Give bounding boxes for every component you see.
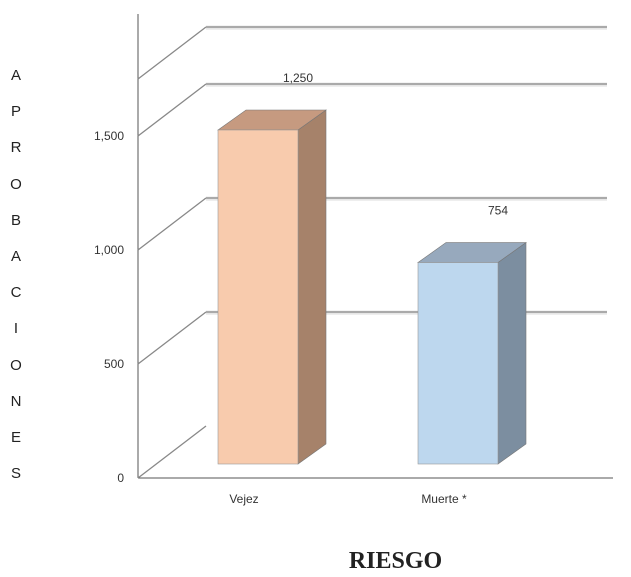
bar-front-face [417, 262, 499, 465]
y-axis-title-letter: A [10, 247, 21, 265]
bar-side-face [297, 109, 327, 465]
x-tick-labels: Vejez Muerte * [229, 492, 467, 506]
y-axis-title-letter: O [10, 175, 22, 193]
y-axis-title-letter: E [10, 428, 21, 446]
y-axis-title-letter: P [10, 103, 21, 121]
y-tick-label: 1,500 [94, 129, 124, 143]
gridline [137, 310, 607, 365]
y-axis-title-letter: A [10, 67, 21, 84]
bar [217, 109, 327, 465]
y-axis-title-letter: C [10, 284, 22, 302]
y-axis-title-letter: S [10, 465, 21, 483]
bars [217, 109, 527, 465]
gridline [137, 25, 607, 80]
data-label: 1,250 [283, 71, 313, 85]
y-tick-labels: 0 500 1,000 1,500 [94, 129, 124, 485]
y-axis-title-letter: I [13, 320, 19, 338]
gridlines [137, 25, 607, 479]
gridline [137, 425, 207, 479]
gridline [137, 82, 607, 137]
gridline [137, 196, 607, 251]
y-axis-title-letter: N [10, 392, 22, 410]
x-axis-title: RIESGO [348, 548, 443, 574]
data-labels: 1,250 754 [283, 71, 508, 218]
x-tick-label: Muerte * [421, 492, 467, 506]
bar [417, 241, 527, 465]
y-axis-title-letter: O [10, 356, 22, 374]
bar-side-face [497, 241, 527, 465]
y-tick-label: 1,000 [94, 243, 124, 257]
data-label: 754 [488, 204, 508, 218]
y-tick-label: 500 [104, 357, 124, 371]
y-axis-title-letter: B [10, 211, 21, 229]
chart-walls [137, 14, 613, 479]
y-tick-label: 0 [117, 471, 124, 485]
x-tick-label: Vejez [229, 492, 258, 506]
bar-front-face [217, 129, 299, 465]
y-axis-title-letter: R [10, 139, 22, 157]
